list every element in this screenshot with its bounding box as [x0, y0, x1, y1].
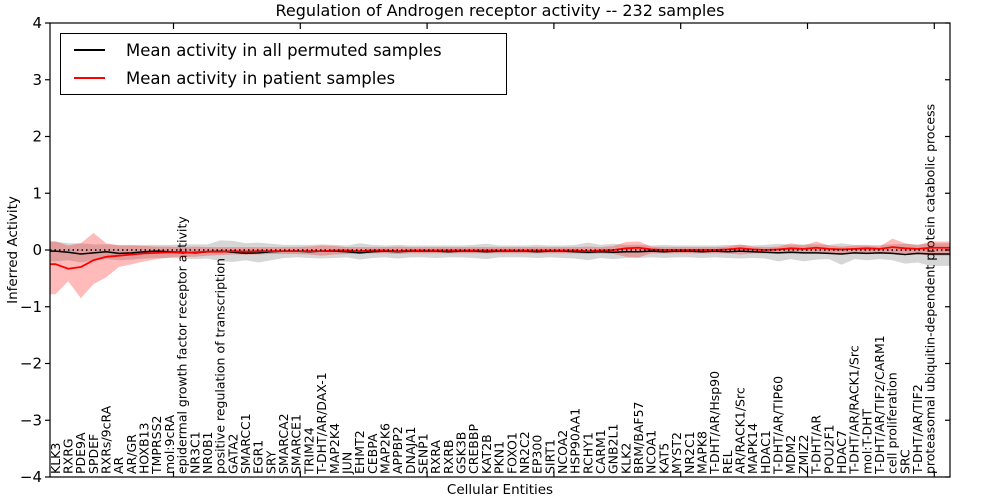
series-line-patient: [50, 246, 950, 270]
x-tick-label: RXRs/9cRA: [99, 405, 114, 474]
x-tick-label: ZMIZ2: [796, 434, 811, 474]
x-tick-label: T-DHT/AR/TIF2/CARM1: [872, 335, 887, 475]
x-tick-label: MAPK8: [694, 431, 709, 474]
x-tick-label: CARM1: [593, 429, 608, 474]
x-tick-label: EP300: [530, 435, 545, 474]
x-tick-label: REL: [720, 450, 735, 474]
y-tick-label: 1: [32, 184, 42, 202]
x-tick-label: HDAC7: [834, 430, 849, 474]
x-tick-label: GSK3B: [454, 432, 469, 474]
x-tick-label: MYST2: [669, 432, 684, 474]
x-tick-label: TRIM24: [301, 427, 316, 475]
x-tick-label: SPDEF: [86, 434, 101, 474]
x-tick-label: T-DHT/AR/Hsp90: [707, 371, 722, 475]
x-tick-label: GNB2L1: [606, 424, 621, 474]
x-tick-label: DNAJA1: [403, 427, 418, 475]
y-axis-label: Inferred Activity: [5, 196, 21, 304]
x-tick-label: HDAC1: [758, 430, 773, 474]
legend-line-sample-permuted: [74, 49, 105, 51]
x-tick-label: T-DHT/AR/TIP60: [771, 376, 786, 475]
x-tick-label: positive regulation of transcription: [213, 258, 228, 474]
x-tick-label: AR/GR: [124, 434, 139, 474]
x-tick-label: cell proliferation: [885, 372, 900, 474]
x-tick-label: NR2C2: [517, 431, 532, 474]
x-tick-label: PKN1: [492, 441, 507, 474]
series-band-permuted: [50, 240, 950, 266]
x-tick-label: RXRB: [441, 439, 456, 474]
y-tick-label: 4: [32, 14, 42, 32]
legend-entry-permuted: Mean activity in all permuted samples: [61, 36, 506, 64]
x-tick-label: mol:T-DHT: [859, 408, 874, 474]
x-tick-label: KLK2: [618, 443, 633, 474]
x-tick-label: MAP2K6: [377, 423, 392, 474]
x-tick-label: AR/RACK1/Src: [733, 387, 748, 474]
x-tick-label: RCHY1: [580, 432, 595, 474]
x-axis-label: Cellular Entities: [446, 482, 554, 498]
x-tick-label: T-DHT/AR/TIF2: [910, 384, 925, 475]
chart-title: Regulation of Androgen receptor activity…: [275, 1, 725, 20]
x-tick-label: RXRA: [428, 440, 443, 474]
y-tick-label: −2: [20, 355, 42, 373]
x-tick-label: FOXO1: [504, 432, 519, 474]
x-tick-label: epidermal growth factor receptor activit…: [175, 216, 190, 474]
x-tick-label: proteasomal ubiquitin-dependent protein …: [923, 104, 938, 474]
x-tick-label: EHMT2: [352, 430, 367, 474]
x-tick-label: PDE9A: [73, 432, 88, 474]
x-tick-label: T-DHT/AR/RACK1/Src: [847, 345, 862, 475]
y-tick-label: −1: [20, 298, 42, 316]
legend: Mean activity in all permuted samples Me…: [60, 33, 507, 95]
x-tick-label: NCOA1: [644, 430, 659, 474]
y-tick-label: 0: [32, 241, 42, 259]
x-tick-label: TMPRSS2: [149, 416, 164, 475]
x-tick-label: GATA2: [225, 434, 240, 474]
x-tick-label: APPBP2: [390, 426, 405, 474]
x-tick-label: KLK3: [48, 443, 63, 474]
x-tick-label: SMARCA2: [276, 413, 291, 474]
y-tick-label: −4: [20, 468, 42, 486]
x-tick-label: NR2C1: [682, 431, 697, 474]
x-tick-label: KAT2B: [479, 434, 494, 474]
x-tick-label: BRM/BAF57: [631, 402, 646, 474]
x-tick-label: JUN: [339, 452, 354, 475]
x-tick-label: HOXB13: [137, 423, 152, 474]
x-tick-label: KAT5: [656, 443, 671, 474]
x-tick-label: HSP90AA1: [568, 408, 583, 474]
x-tick-label: NR0B1: [200, 431, 215, 474]
x-tick-label: NR3C1: [187, 431, 202, 474]
legend-line-sample-patient: [74, 77, 105, 79]
legend-entry-label: Mean activity in all permuted samples: [126, 40, 442, 60]
x-tick-label: SMARCE1: [289, 414, 304, 474]
x-tick-label: CEBPA: [365, 433, 380, 474]
x-tick-label: SMARCC1: [238, 413, 253, 474]
legend-entry-label: Mean activity in patient samples: [126, 68, 396, 88]
x-tick-label: RXRG: [60, 438, 75, 474]
x-tick-label: MAPK14: [745, 423, 760, 474]
x-tick-label: SENP1: [416, 433, 431, 474]
y-tick-label: 2: [32, 128, 42, 146]
x-tick-label: SRC: [897, 449, 912, 474]
legend-entry-patient: Mean activity in patient samples: [61, 64, 506, 92]
x-tick-label: SRY: [263, 450, 278, 474]
y-tick-label: −3: [20, 411, 42, 429]
y-tick-label: 3: [32, 71, 42, 89]
x-tick-label: mol:9cRA: [162, 414, 177, 474]
x-tick-label: MAP2K4: [327, 423, 342, 474]
x-tick-label: T-DHT/AR: [809, 415, 824, 475]
x-tick-label: MDM2: [783, 435, 798, 474]
x-tick-label: POU2F1: [821, 424, 836, 474]
x-tick-label: SIRT1: [542, 439, 557, 474]
x-tick-label: CREBBP: [466, 424, 481, 474]
x-tick-label: AR: [111, 456, 126, 474]
x-tick-label: NCOA2: [555, 430, 570, 474]
x-tick-label: T-DHT/AR/DAX-1: [314, 372, 329, 475]
x-tick-label: EGR1: [251, 440, 266, 474]
